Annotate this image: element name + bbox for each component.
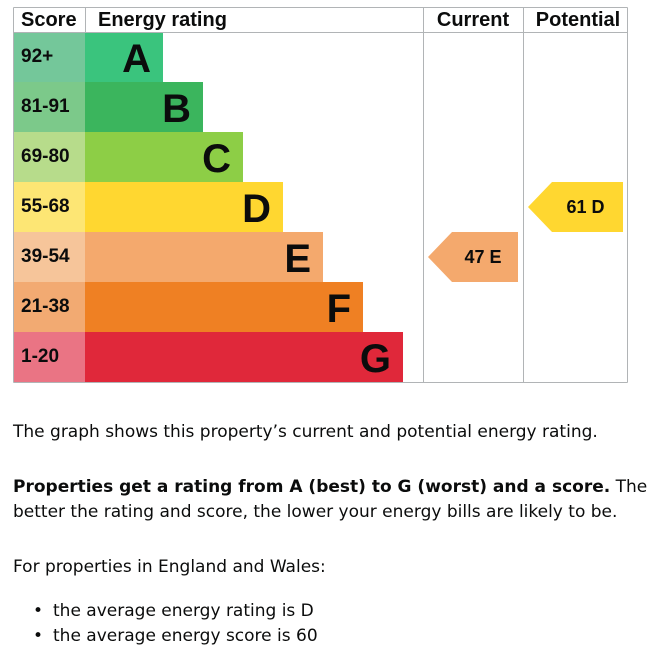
energy-rating-chart: 92+ A81-91 B69-80 C55-68 D39-54 E21-38 F1-20 G … [13, 7, 628, 383]
average-score-text: the average energy score is 60 [53, 626, 318, 646]
rating-band-letter: G [360, 337, 391, 381]
band-layer: 92+ A 81-91 B 69-80 C 55-68 D 39-54 E 21-38 F 1-20 G [13, 32, 403, 382]
list-item: • the average energy score is 60 [13, 624, 318, 649]
current-column-header: Current [437, 9, 510, 31]
score-cell [13, 282, 85, 332]
score-cell [13, 82, 85, 132]
rating-band-bar [85, 282, 363, 332]
rating-band-letter: A [122, 37, 151, 81]
rating-explainer-paragraph: Properties get a rating from A (best) to… [13, 475, 653, 525]
table-header: Score Energy rating Current Potential [21, 9, 620, 31]
rating-band-bar [85, 82, 203, 132]
score-range-label: 92+ [21, 46, 53, 67]
rating-band-letter: F [327, 287, 351, 331]
grid-layer [13, 7, 628, 383]
score-range-label: 21-38 [21, 296, 70, 317]
score-range-label: 39-54 [21, 246, 70, 267]
rating-band-letter: C [202, 137, 231, 181]
rating-band-letter: E [284, 237, 311, 281]
rating-band-letter: D [242, 187, 271, 231]
rating-band-bar [85, 182, 283, 232]
rating-band-bar [85, 332, 403, 382]
list-item: • the average energy rating is D [13, 599, 318, 624]
score-cell [13, 132, 85, 182]
region-intro-text: For properties in England and Wales: [13, 557, 326, 577]
bullet-icon: • [33, 626, 44, 646]
score-range-label: 55-68 [21, 196, 70, 217]
score-column-header: Score [21, 9, 77, 31]
score-range-label: 1-20 [21, 346, 59, 367]
rating-band-letter: B [162, 87, 191, 131]
rating-band-bar [85, 232, 323, 282]
score-range-label: 81-91 [21, 96, 70, 117]
current-rating-arrow [428, 232, 518, 282]
averages-list: • the average energy rating is D • the ave… [13, 599, 318, 649]
score-cell [13, 332, 85, 382]
arrow-layer: 47 E 61 D [428, 182, 623, 282]
rating-column-header: Energy rating [98, 9, 227, 31]
region-intro: For properties in England and Wales: [13, 555, 653, 580]
rating-explainer-rest: The better the rating and score, the low… [13, 477, 648, 522]
score-cell [13, 232, 85, 282]
score-cell [13, 32, 85, 82]
rating-band-bar [85, 132, 243, 182]
potential-rating-arrow-label: 61 D [566, 197, 604, 217]
potential-column-header: Potential [536, 9, 620, 31]
score-range-label: 69-80 [21, 146, 70, 167]
chart-description: The graph shows this property’s current … [13, 420, 653, 445]
potential-rating-arrow [528, 182, 623, 232]
rating-explainer: Properties get a rating from A (best) to… [13, 475, 653, 525]
current-rating-arrow-label: 47 E [464, 247, 501, 267]
average-rating-text: the average energy rating is D [53, 601, 314, 621]
score-cell [13, 182, 85, 232]
rating-band-bar [85, 32, 163, 82]
bullet-icon: • [33, 601, 44, 621]
intro-text: The graph shows this property’s current … [13, 422, 598, 442]
rating-explainer-bold: Properties get a rating from A (best) to… [13, 477, 611, 497]
